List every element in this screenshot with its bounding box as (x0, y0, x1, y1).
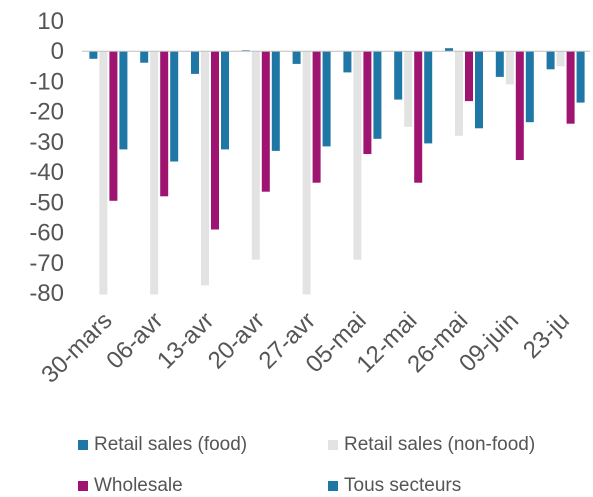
bar (414, 51, 423, 183)
y-tick-label: 10 (37, 8, 64, 35)
legend: Retail sales (food) Retail sales (non-foo… (78, 428, 578, 497)
legend-swatch (78, 481, 88, 491)
y-tick-label: -30 (29, 129, 64, 156)
legend-item: Wholesale (78, 475, 183, 497)
y-tick-label: -20 (29, 99, 64, 126)
bar (302, 51, 311, 295)
bar (211, 51, 219, 230)
bar (99, 51, 108, 295)
x-tick-label: 23-ju (518, 307, 575, 364)
bars (89, 48, 585, 295)
legend-item: Tous secteurs (328, 475, 461, 497)
legend-label: Tous secteurs (344, 475, 462, 496)
bar (576, 51, 585, 103)
bar (404, 51, 413, 127)
bar (353, 51, 362, 260)
bar (251, 51, 260, 260)
bar (201, 51, 209, 286)
bar (292, 51, 301, 64)
bar (312, 51, 321, 183)
bar (89, 51, 98, 59)
y-axis: 10 0 -10 -20 -30 -40 -50 -60 -70 -80 (29, 8, 64, 307)
legend-swatch (328, 440, 338, 450)
legend-swatch (78, 440, 88, 450)
bar (455, 51, 463, 136)
x-tick-label: 20-avr (203, 307, 270, 374)
bar (119, 51, 128, 150)
legend-item: Retail sales (non-food) (328, 434, 535, 456)
x-tick-label: 30-mars (36, 307, 117, 388)
bar (221, 51, 229, 150)
y-tick-label: 0 (51, 38, 64, 65)
bar (475, 51, 483, 129)
bar (556, 51, 565, 67)
legend-label: Wholesale (94, 475, 183, 496)
bar (525, 51, 534, 123)
bar (271, 51, 280, 151)
x-tick-label: 06-avr (101, 307, 168, 374)
bar (322, 51, 331, 147)
bar (170, 51, 179, 162)
bar (373, 51, 382, 139)
bar (191, 51, 199, 74)
legend-label: Retail sales (food) (94, 434, 248, 455)
bar (495, 51, 504, 77)
bar (546, 51, 555, 70)
bar (363, 51, 372, 155)
y-tick-label: -80 (29, 280, 64, 307)
legend-swatch (328, 481, 338, 491)
x-axis: 30-mars06-avr13-avr20-avr27-avr05-mai12-… (36, 307, 575, 388)
bar (261, 51, 270, 192)
bar (505, 51, 514, 85)
bar (150, 51, 159, 295)
bar-chart: 10 0 -10 -20 -30 -40 -50 -60 -70 -80 30-mars06-av… (29, 8, 590, 388)
bar (424, 51, 433, 144)
y-tick-label: -40 (29, 159, 64, 186)
y-tick-label: -70 (29, 250, 64, 277)
bar (160, 51, 169, 197)
legend-item: Retail sales (food) (78, 434, 247, 456)
y-tick-label: -50 (29, 189, 64, 216)
bar (515, 51, 524, 161)
y-tick-label: -10 (29, 68, 64, 95)
bar (109, 51, 118, 201)
bar (566, 51, 575, 124)
bar (394, 51, 403, 100)
x-tick-label: 13-avr (152, 307, 219, 374)
legend-label: Retail sales (non-food) (344, 434, 536, 455)
bar (445, 48, 453, 52)
y-tick-label: -60 (29, 220, 64, 247)
bar (140, 51, 149, 63)
bar (343, 51, 352, 73)
bar (465, 51, 473, 102)
